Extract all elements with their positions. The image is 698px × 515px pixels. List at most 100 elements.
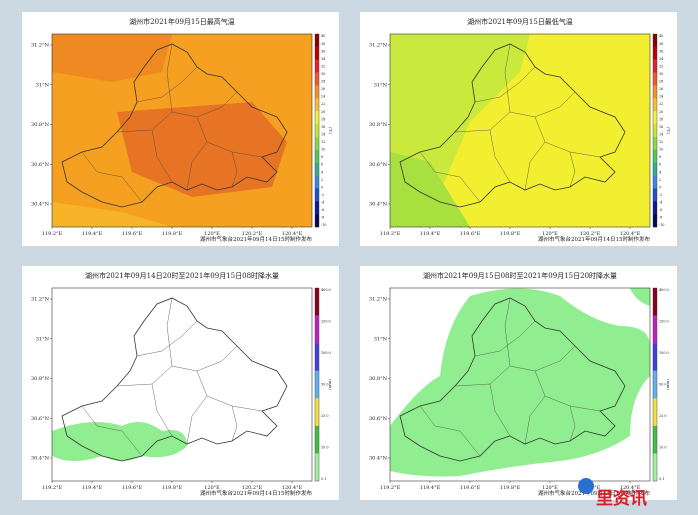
x-tick-label: 120°E — [542, 231, 558, 237]
district-border — [524, 141, 546, 191]
district-border — [196, 116, 263, 158]
x-tick-label: 120.4°E — [620, 485, 641, 491]
colorbar-label: -8 — [659, 216, 662, 220]
colorbar-label: 32 — [321, 64, 325, 68]
x-tick-label: 119.4°E — [82, 231, 103, 237]
colorbar-label: 6 — [659, 163, 661, 167]
y-tick-label: 30.8°N — [369, 376, 388, 382]
district-border — [534, 370, 601, 412]
colorbar-label: 40 — [321, 34, 325, 38]
colorbar-label: -8 — [321, 216, 324, 220]
district-border — [186, 395, 208, 445]
colorbar-label: -6 — [321, 208, 324, 212]
y-tick-label: 30.8°N — [31, 122, 50, 128]
footer: 湖州市气象台2021年09月14日15时制作发布 — [200, 489, 312, 497]
district-border — [534, 116, 601, 158]
x-tick-label: 119.2°E — [380, 231, 401, 237]
colorbar-label: 30 — [659, 72, 663, 76]
colorbar-label: -10 — [659, 223, 664, 227]
watermark: 里资讯 — [596, 489, 647, 509]
district-border — [454, 91, 576, 133]
colorbar-label: -2 — [659, 193, 662, 197]
colorbar-label: 100.0 — [321, 351, 331, 355]
map-layer — [52, 288, 312, 481]
x-tick-label: 119.4°E — [420, 231, 441, 237]
y-tick-label: 31°N — [374, 82, 388, 88]
colorbar-segment — [653, 175, 657, 189]
y-tick-label: 31°N — [374, 336, 388, 342]
field — [390, 152, 470, 227]
district-border — [524, 395, 546, 445]
x-tick-label: 119.4°E — [82, 485, 103, 491]
y-tick-label: 30.4°N — [369, 456, 388, 462]
colorbar-label: 12 — [321, 140, 325, 144]
colorbar-segment — [653, 59, 657, 73]
colorbar-segment — [653, 72, 657, 86]
colorbar-unit: (℃) — [666, 127, 671, 135]
district-border — [474, 320, 536, 357]
rain-area — [630, 288, 650, 306]
colorbar-segment — [315, 343, 319, 371]
x-tick-label: 119.2°E — [42, 231, 63, 237]
colorbar-label: 38 — [321, 42, 325, 46]
map-layer — [52, 34, 312, 227]
colorbar-frame — [652, 33, 658, 228]
y-tick-label: 31.2°N — [31, 43, 50, 49]
colorbar-label: 34 — [321, 57, 325, 61]
colorbar-unit: (mm) — [328, 379, 333, 390]
colorbar-segment — [315, 214, 319, 228]
colorbar-segment — [315, 85, 319, 99]
colorbar-segment — [653, 98, 657, 112]
colorbar-label: 10.0 — [321, 446, 329, 450]
x-tick-label: 119.2°E — [380, 485, 401, 491]
colorbar-segment — [653, 111, 657, 125]
colorbar-segment — [653, 315, 657, 344]
map-title: 湖州市2021年09月15日最高气温 — [129, 17, 235, 26]
region-outline — [399, 297, 626, 462]
colorbar-segment — [315, 370, 319, 399]
colorbar-label: 6 — [321, 163, 323, 167]
colorbar-label: -4 — [659, 201, 662, 205]
district-border — [186, 141, 208, 191]
district-border — [136, 320, 198, 357]
y-tick-label: 30.6°N — [31, 416, 50, 422]
district-border — [419, 151, 481, 203]
district-border — [196, 370, 263, 412]
colorbar-segment — [653, 149, 657, 163]
map-panel: 湖州市2021年09月15日最高气温 119.2°E 119.4°E 119.6°E 1… — [22, 12, 339, 246]
colorbar-segment — [315, 124, 319, 138]
colorbar-segment — [315, 425, 319, 454]
x-tick-label: 120.2°E — [580, 231, 601, 237]
district-border — [166, 43, 173, 113]
y-tick-label: 30.8°N — [31, 376, 50, 382]
plot-frame — [51, 287, 313, 482]
y-tick-label: 31.2°N — [369, 297, 388, 303]
x-tick-label: 119.6°E — [122, 231, 143, 237]
footer: 湖州市气象台2021年09月14日15时制作发布 — [538, 489, 650, 497]
district-border — [454, 345, 576, 387]
map-layer — [390, 288, 650, 481]
x-tick-label: 119.2°E — [42, 485, 63, 491]
colorbar-frame — [314, 287, 320, 482]
plot-frame — [51, 33, 313, 228]
colorbar-label: 16 — [659, 125, 663, 129]
district-border — [489, 129, 511, 183]
district-border — [151, 129, 173, 183]
colorbar-label: 0.1 — [659, 477, 664, 481]
plot-frame — [389, 33, 651, 228]
colorbar-label: 16 — [321, 125, 325, 129]
district-border — [166, 297, 173, 367]
colorbar-segment — [653, 162, 657, 176]
colorbar-segment — [315, 111, 319, 125]
colorbar-segment — [653, 425, 657, 454]
colorbar-label: 22 — [321, 102, 325, 106]
colorbar-segment — [653, 398, 657, 427]
district-border — [151, 383, 173, 437]
colorbar-label: 50.0 — [321, 383, 329, 387]
colorbar-segment — [315, 72, 319, 86]
map-panel: 湖州市2021年09月15日最低气温 119.2°E 119.4°E 119.6°E 1… — [360, 12, 677, 246]
map: 湖州市2021年09月15日最低气温 119.2°E 119.4°E 119.6°E 1… — [369, 17, 671, 243]
colorbar-label: -6 — [659, 208, 662, 212]
x-tick-label: 120°E — [204, 231, 220, 237]
colorbar-segment — [653, 85, 657, 99]
